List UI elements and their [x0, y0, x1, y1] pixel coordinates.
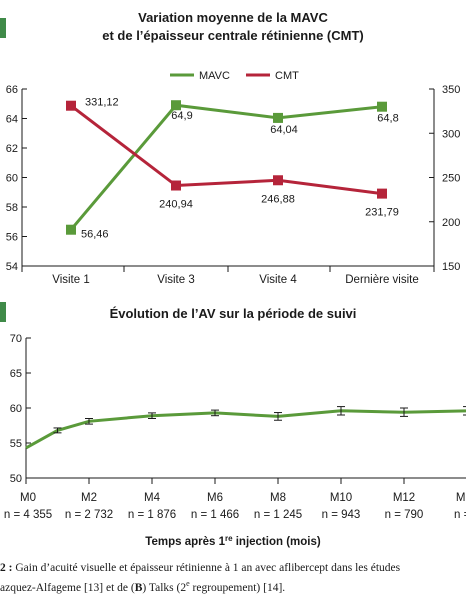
- chart-a-legend: MAVC CMT: [170, 70, 299, 82]
- left-tick-label: 58: [6, 202, 18, 214]
- b-y-tick-label: 50: [10, 473, 22, 485]
- mavc-point: [171, 100, 181, 111]
- left-tick-label: 66: [6, 84, 18, 96]
- left-tick-label: 60: [6, 173, 18, 185]
- error-bar: [148, 412, 156, 419]
- chart-a-series: 56,46 64,9 64,04 64,8 331,12 240,94 246,88 231,…: [66, 97, 399, 241]
- panel-a-marker: [0, 18, 6, 38]
- mavc-data-label: 56,46: [81, 229, 109, 241]
- x-category-label: Visite 1: [52, 274, 90, 286]
- left-tick-label: 54: [6, 261, 18, 273]
- cmt-point: [273, 175, 283, 186]
- error-bar: [463, 406, 466, 416]
- b-x-n-label: n = 6: [454, 509, 466, 521]
- error-bar: [274, 412, 282, 421]
- chart-b-y-ticks: 50 55 60 65 70: [10, 333, 31, 485]
- caption-b: B: [134, 581, 143, 594]
- caption-text4: regroupement) [14].: [189, 581, 286, 594]
- b-x-category-label: M2: [81, 492, 97, 504]
- right-tick-label: 150: [442, 261, 460, 273]
- b-x-n-label: n = 1 466: [191, 509, 239, 521]
- chart-a-left-ticks: 54 56 58 60 62 64 66: [6, 84, 27, 273]
- b-x-n-label: n = 943: [322, 509, 361, 521]
- b-x-category-label: M0: [20, 492, 36, 504]
- left-tick-label: 64: [6, 114, 18, 126]
- cmt-data-label: 231,79: [365, 207, 399, 219]
- b-x-n-label: n = 2 732: [65, 509, 113, 521]
- error-bar: [53, 427, 62, 434]
- legend-cmt-label: CMT: [275, 70, 299, 82]
- figure-caption: 2 : Gain d’acuité visuelle et épaisseur …: [0, 561, 466, 596]
- caption-sup: e: [186, 579, 190, 588]
- right-tick-label: 350: [442, 84, 460, 96]
- right-tick-label: 250: [442, 173, 460, 185]
- cmt-point: [377, 188, 387, 199]
- mavc-point: [273, 112, 283, 123]
- b-x-category-label: M8: [270, 492, 286, 504]
- left-tick-label: 62: [6, 143, 18, 155]
- left-tick-label: 56: [6, 232, 18, 244]
- right-tick-label: 200: [442, 217, 460, 229]
- caption-lead: 2 :: [0, 562, 13, 574]
- chart-a-x-ticks: Visite 1 Visite 3 Visite 4 Dernière visite: [21, 266, 435, 286]
- b-y-tick-label: 55: [10, 438, 22, 450]
- b-x-category-label: M14: [456, 492, 466, 504]
- chart-a-right-ticks: 150 200 250 300 350: [429, 84, 460, 273]
- mavc-point: [377, 101, 387, 112]
- chart-b-xlabel: Temps après 1re injection (mois): [145, 534, 321, 548]
- cmt-series-line: [70, 104, 383, 196]
- b-x-n-label: n = 1 245: [254, 509, 302, 521]
- mavc-point: [66, 224, 76, 235]
- cmt-data-label: 240,94: [159, 199, 193, 211]
- cmt-data-label: 331,12: [85, 97, 119, 109]
- b-x-n-label: n = 4 355: [4, 509, 52, 521]
- mavc-data-label: 64,9: [171, 110, 192, 122]
- b-x-category-label: M10: [330, 492, 352, 504]
- chart-b-title: Évolution de l’AV sur la période de suiv…: [110, 306, 357, 321]
- b-y-tick-label: 70: [10, 333, 22, 345]
- error-bar: [85, 418, 93, 425]
- x-category-label: Dernière visite: [345, 274, 419, 286]
- x-category-label: Visite 4: [259, 274, 297, 286]
- mavc-series-line: [69, 103, 383, 231]
- cmt-data-label: 246,88: [261, 193, 295, 205]
- b-x-category-label: M4: [144, 492, 161, 504]
- chart-b-x-ticks: M0 n = 4 355 M2 n = 2 732 M4 n = 1 876 M6 n = 1…: [4, 478, 466, 521]
- chart-a-title-line1: Variation moyenne de la MAVC: [138, 10, 328, 25]
- b-y-tick-label: 60: [10, 403, 22, 415]
- b-x-n-label: n = 790: [385, 509, 424, 521]
- cmt-point: [66, 100, 76, 111]
- mavc-data-label: 64,8: [377, 113, 398, 125]
- error-bar: [211, 409, 219, 417]
- caption-text1: Gain d’acuité visuelle et épaisseur réti…: [12, 562, 401, 574]
- legend-mavc-label: MAVC: [199, 70, 230, 82]
- chart-a-title-line2: et de l’épaisseur centrale rétinienne (C…: [102, 28, 364, 43]
- error-bar: [400, 407, 408, 417]
- panel-b-marker: [0, 302, 6, 322]
- cmt-point: [171, 180, 181, 191]
- mavc-data-label: 64,04: [270, 124, 298, 136]
- caption-text3: ) Talks (2: [142, 581, 187, 594]
- error-bar: [337, 406, 345, 416]
- x-category-label: Visite 3: [157, 274, 195, 286]
- chart-b-series: [25, 406, 466, 450]
- b-y-tick-label: 65: [10, 368, 22, 380]
- figure-canvas: Variation moyenne de la MAVC et de l’épa…: [0, 10, 466, 548]
- right-tick-label: 300: [442, 128, 460, 140]
- b-x-category-label: M6: [207, 492, 223, 504]
- b-x-n-label: n = 1 876: [128, 509, 176, 521]
- b-x-category-label: M12: [393, 492, 415, 504]
- caption-text2: azquez-Alfageme [13] et de (: [0, 581, 135, 594]
